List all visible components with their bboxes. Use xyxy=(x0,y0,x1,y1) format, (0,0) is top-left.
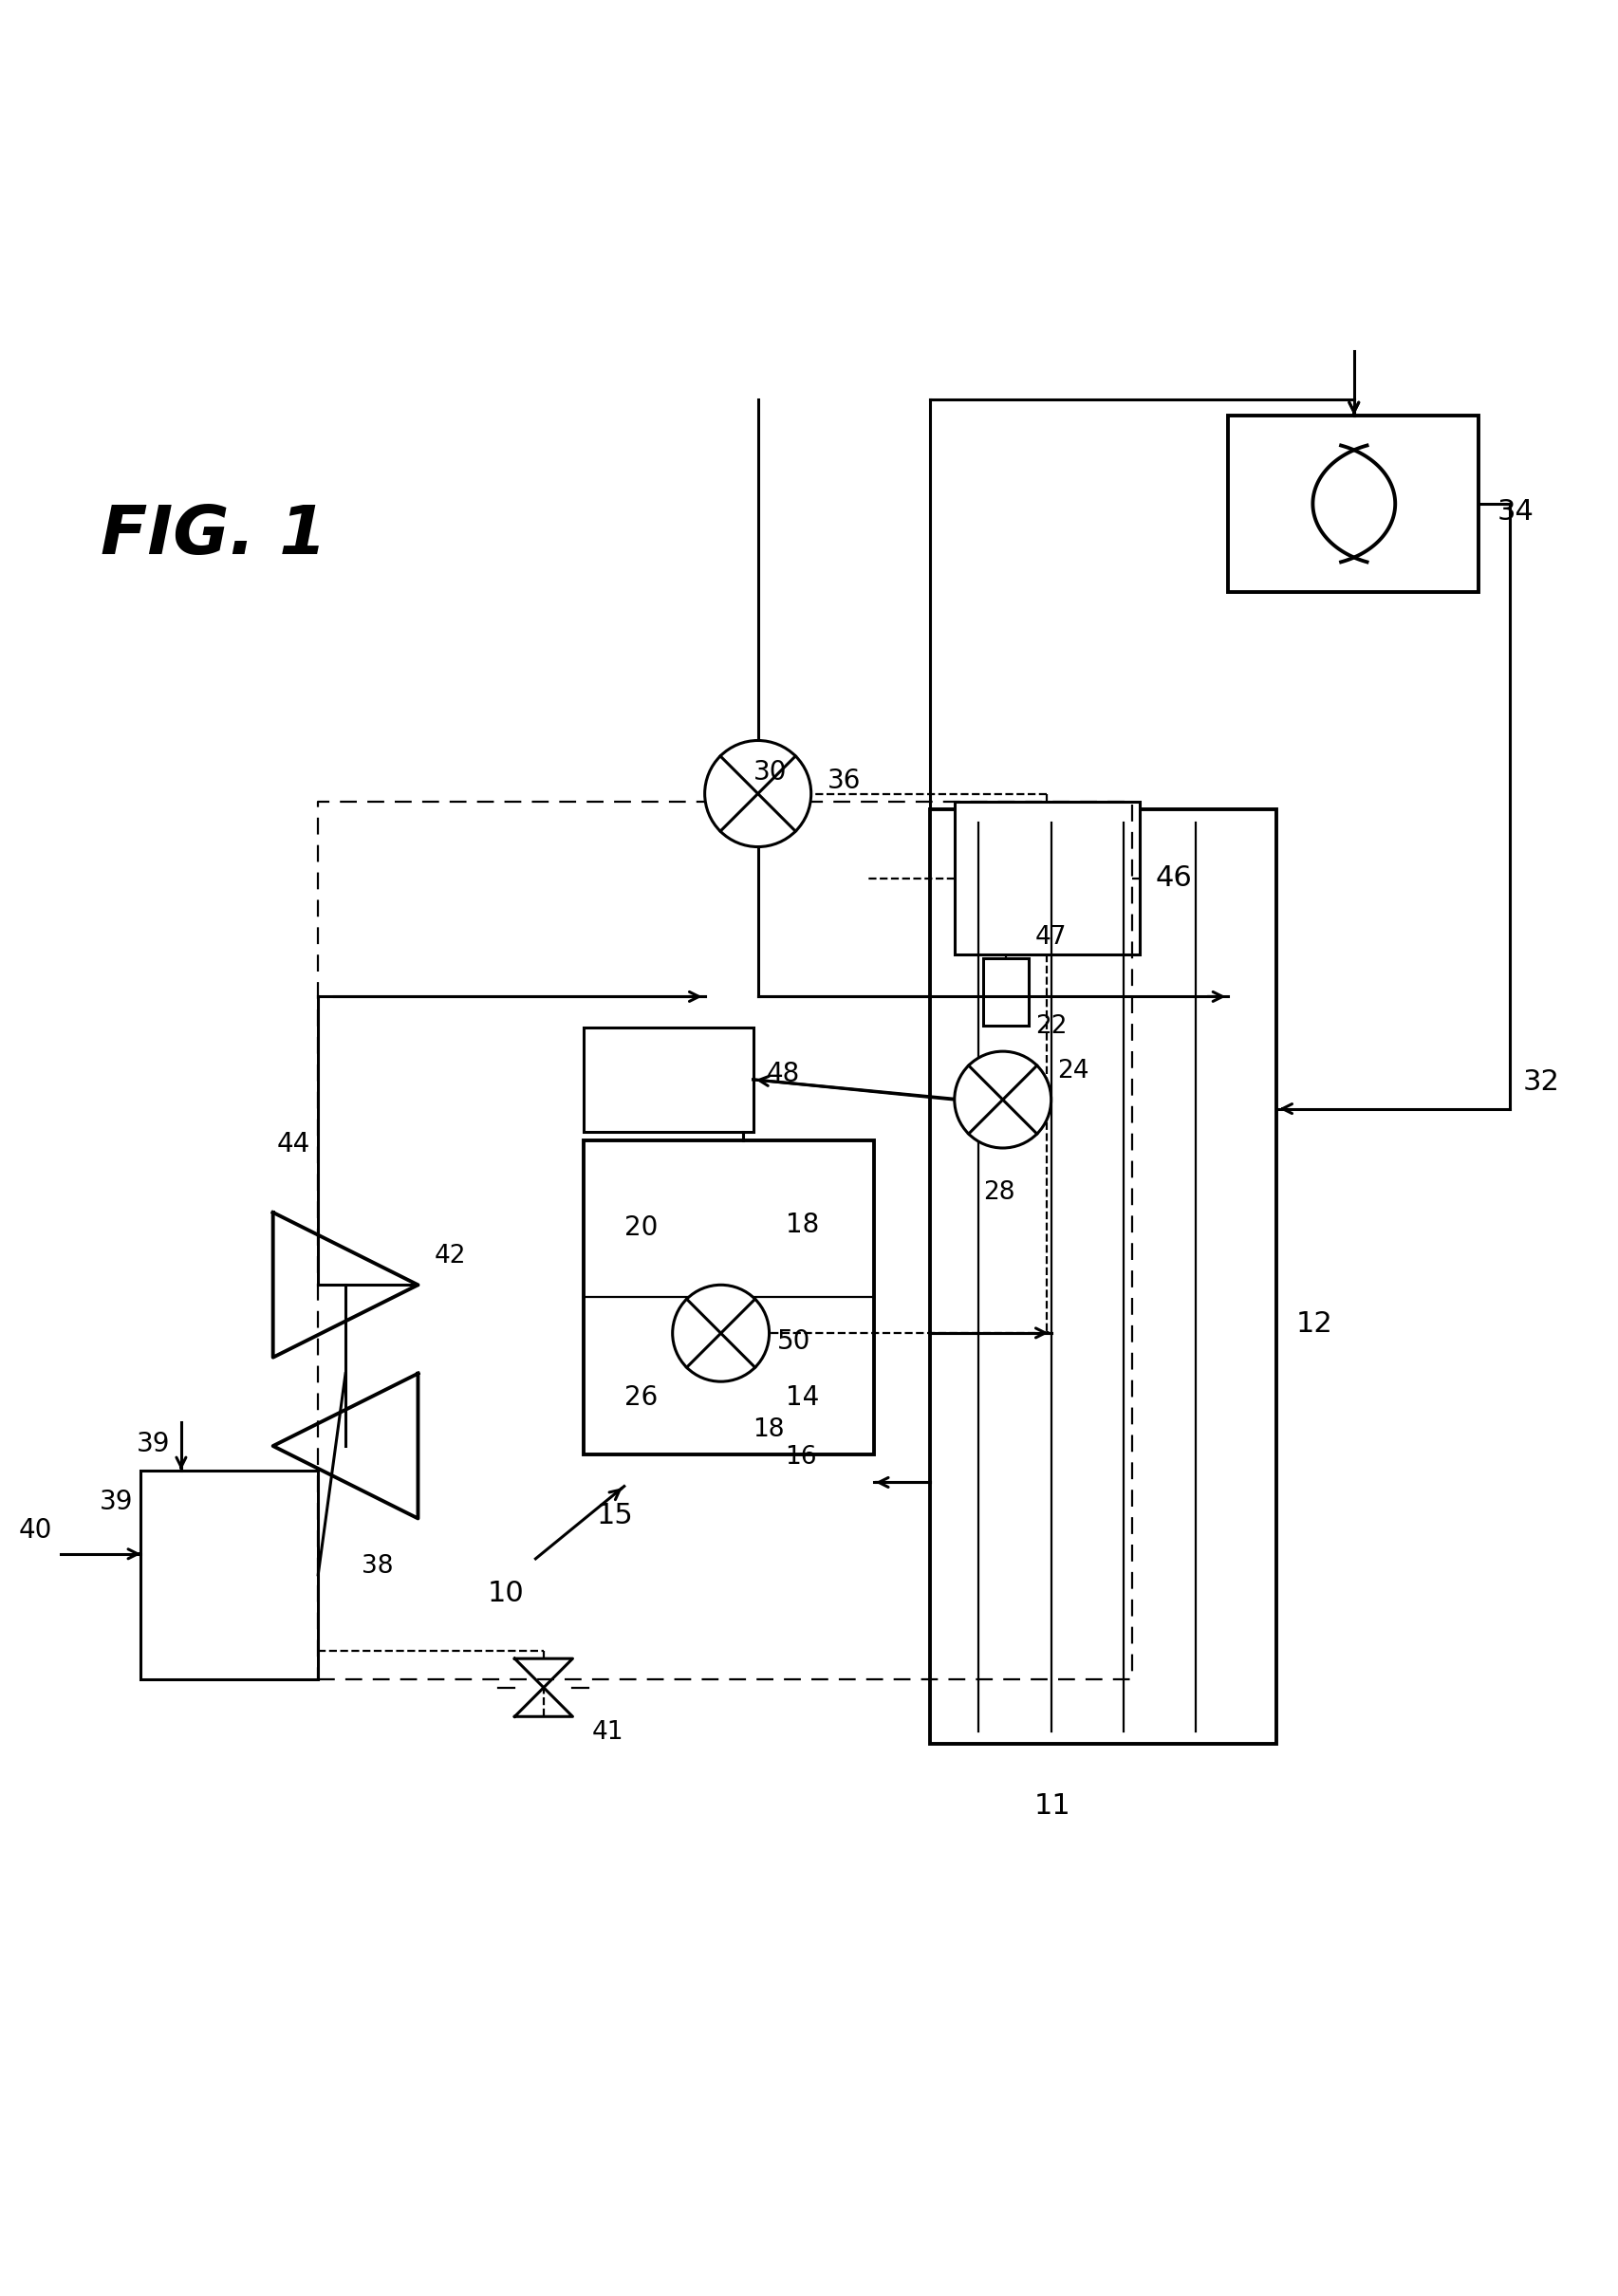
Text: 22: 22 xyxy=(1034,1015,1066,1038)
Text: 28: 28 xyxy=(982,1180,1014,1205)
Text: 26: 26 xyxy=(625,1384,657,1410)
Bar xyxy=(584,1139,874,1453)
Text: 41: 41 xyxy=(592,1720,623,1745)
Text: 14: 14 xyxy=(785,1384,819,1410)
Text: 30: 30 xyxy=(752,760,786,785)
Text: 46: 46 xyxy=(1155,866,1192,891)
Bar xyxy=(141,1469,317,1681)
Text: 50: 50 xyxy=(777,1327,811,1355)
Text: 32: 32 xyxy=(1523,1068,1560,1095)
Text: 15: 15 xyxy=(597,1502,633,1529)
Text: 48: 48 xyxy=(765,1061,799,1088)
Bar xyxy=(955,801,1139,955)
Bar xyxy=(982,957,1027,1026)
Text: 39: 39 xyxy=(99,1488,133,1515)
Text: 39: 39 xyxy=(136,1430,170,1458)
Bar xyxy=(1228,416,1477,592)
Text: 12: 12 xyxy=(1296,1309,1332,1336)
Text: 36: 36 xyxy=(827,767,861,794)
Circle shape xyxy=(704,742,811,847)
Circle shape xyxy=(955,1052,1050,1148)
Text: 34: 34 xyxy=(1497,498,1534,526)
Text: 18: 18 xyxy=(785,1212,819,1238)
Text: 16: 16 xyxy=(785,1444,817,1469)
Text: 20: 20 xyxy=(625,1215,657,1242)
Text: 38: 38 xyxy=(361,1554,393,1580)
Text: 10: 10 xyxy=(487,1580,524,1607)
Text: 44: 44 xyxy=(277,1130,311,1157)
Bar xyxy=(930,810,1277,1745)
Text: FIG. 1: FIG. 1 xyxy=(100,503,327,569)
Text: 11: 11 xyxy=(1034,1793,1071,1821)
Bar xyxy=(584,1026,752,1132)
Text: 18: 18 xyxy=(752,1417,785,1442)
Text: 24: 24 xyxy=(1057,1058,1089,1084)
Text: 42: 42 xyxy=(434,1244,466,1270)
Text: 40: 40 xyxy=(19,1518,52,1543)
Text: 47: 47 xyxy=(1034,925,1066,951)
Circle shape xyxy=(671,1286,769,1382)
